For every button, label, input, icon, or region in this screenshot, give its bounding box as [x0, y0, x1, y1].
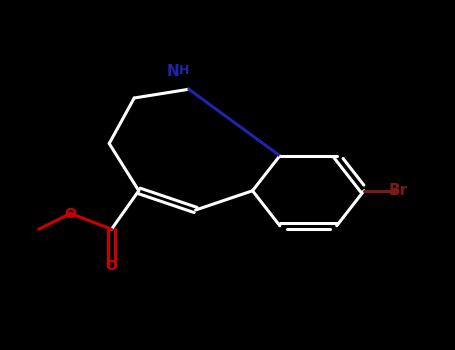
Text: O: O	[65, 206, 76, 220]
Text: Br: Br	[389, 183, 408, 198]
Text: O: O	[106, 259, 117, 273]
Text: H: H	[179, 63, 189, 77]
Text: N: N	[167, 64, 179, 79]
